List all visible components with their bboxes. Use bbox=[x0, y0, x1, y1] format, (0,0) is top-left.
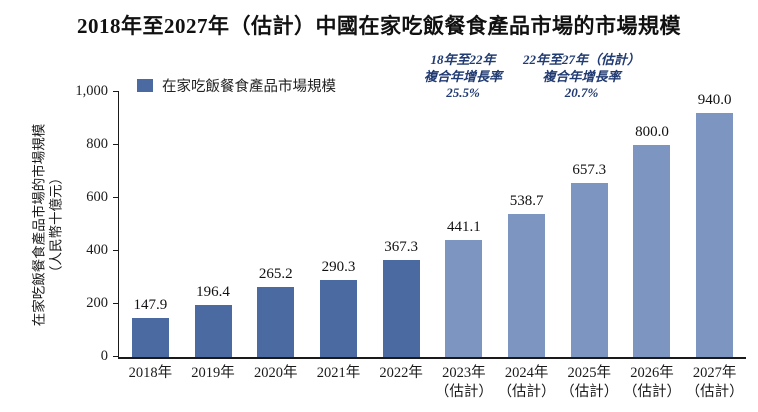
y-axis-tick-label: 200 bbox=[86, 295, 108, 311]
y-axis-title-line1: 在家吃飯餐食產品市場的市場規模 bbox=[31, 123, 46, 326]
x-axis-label: 2026年 （估計） bbox=[622, 365, 681, 400]
bar-column: 441.1 2023年 （估計） bbox=[433, 92, 496, 400]
y-axis-tick-label: 400 bbox=[86, 242, 108, 258]
bar bbox=[633, 145, 671, 357]
cagr-annotation-2022-2027: 22年至27年（估計） 複合年增長率 20.7% bbox=[494, 52, 669, 102]
bar-value-label: 800.0 bbox=[635, 124, 669, 140]
y-axis-tick-mark bbox=[113, 91, 119, 92]
bar-value-label: 538.7 bbox=[509, 193, 544, 210]
bar-column: 800.0 2026年 （估計） bbox=[621, 92, 684, 400]
bar-column: 196.4 2019年 bbox=[182, 92, 245, 381]
bar-value-label: 196.4 bbox=[196, 283, 230, 300]
y-axis-tick-label: 600 bbox=[86, 189, 108, 205]
legend-label: 在家吃飯餐食產品市場規模 bbox=[162, 79, 336, 95]
bar-value-label: 657.3 bbox=[572, 161, 607, 178]
bar-column: 940.0 2027年 （估計） bbox=[683, 92, 746, 400]
y-axis-tick-label: 800 bbox=[86, 136, 108, 152]
x-axis-label: 2021年 bbox=[316, 365, 361, 381]
bar-value-label: 367.3 bbox=[384, 238, 419, 255]
x-axis-label: 2022年 bbox=[379, 365, 423, 381]
cagr-metric: 複合年增長率 bbox=[423, 68, 502, 84]
y-axis-tick-mark bbox=[113, 144, 119, 145]
bar-column: 290.3 2021年 bbox=[307, 92, 370, 381]
x-axis-label: 2019年 bbox=[191, 365, 235, 381]
cagr-period: 18年至22年 bbox=[430, 52, 496, 67]
bar bbox=[194, 304, 232, 357]
x-axis-label: 2027年 （估計） bbox=[685, 365, 744, 400]
bar-value-label: 441.1 bbox=[446, 219, 481, 236]
bar-value-label: 940.0 bbox=[697, 92, 732, 108]
x-axis-label: 2025年 （估計） bbox=[560, 365, 619, 400]
bar bbox=[508, 214, 546, 357]
x-axis-label: 2023年 （估計） bbox=[434, 365, 493, 400]
y-axis-tick-mark bbox=[113, 303, 119, 304]
bar-column: 657.3 2025年 （估計） bbox=[558, 92, 621, 400]
bar bbox=[445, 240, 483, 357]
bar-value-label: 265.2 bbox=[258, 265, 293, 282]
bar bbox=[319, 280, 357, 357]
y-axis-tick-mark bbox=[113, 197, 119, 198]
chart-title: 2018年至2027年（估計）中國在家吃飯餐食產品市場的市場規模 bbox=[77, 14, 681, 38]
bar-column: 147.9 2018年 bbox=[119, 92, 182, 381]
bar bbox=[570, 182, 608, 357]
y-axis-tick-mark bbox=[113, 250, 119, 251]
x-axis-label: 2018年 bbox=[128, 365, 173, 381]
bar bbox=[382, 259, 420, 357]
y-axis-tick-label: 0 bbox=[100, 348, 108, 364]
bar-value-label: 147.9 bbox=[133, 296, 168, 313]
cagr-value: 25.5% bbox=[446, 85, 480, 100]
bar bbox=[131, 317, 169, 357]
y-axis-tick-label: 1,000 bbox=[75, 83, 108, 99]
bars-container: 147.9 2018年 196.4 2019年 265.2 2020年 290.3 2021年… bbox=[119, 92, 746, 400]
chart-legend: 在家吃飯餐食產品市場規模 bbox=[137, 75, 336, 96]
bar-column: 538.7 2024年 （估計） bbox=[495, 92, 558, 400]
x-axis-label: 2020年 bbox=[254, 365, 298, 381]
cagr-metric: 複合年增長率 bbox=[542, 68, 621, 84]
cagr-value: 20.7% bbox=[564, 85, 599, 100]
bar bbox=[257, 286, 295, 357]
legend-color-swatch bbox=[137, 79, 153, 92]
y-axis-title-line2: （人民幣十億元） bbox=[48, 170, 63, 279]
cagr-period: 22年至27年（估計） bbox=[522, 52, 640, 67]
x-axis-label: 2024年 （估計） bbox=[497, 365, 556, 400]
y-axis-title: 在家吃飯餐食產品市場的市場規模 （人民幣十億元） bbox=[4, 92, 90, 357]
bar-column: 265.2 2020年 bbox=[244, 92, 307, 381]
bar-value-label: 290.3 bbox=[321, 259, 356, 276]
bar-column: 367.3 2022年 bbox=[370, 92, 433, 381]
cagr-annotation-2018-2022: 18年至22年 複合年增長率 25.5% bbox=[383, 52, 543, 102]
y-axis-tick-mark bbox=[113, 356, 119, 357]
bar bbox=[696, 113, 734, 357]
plot-area: 147.9 2018年 196.4 2019年 265.2 2020年 290.3 2021年… bbox=[75, 83, 746, 400]
